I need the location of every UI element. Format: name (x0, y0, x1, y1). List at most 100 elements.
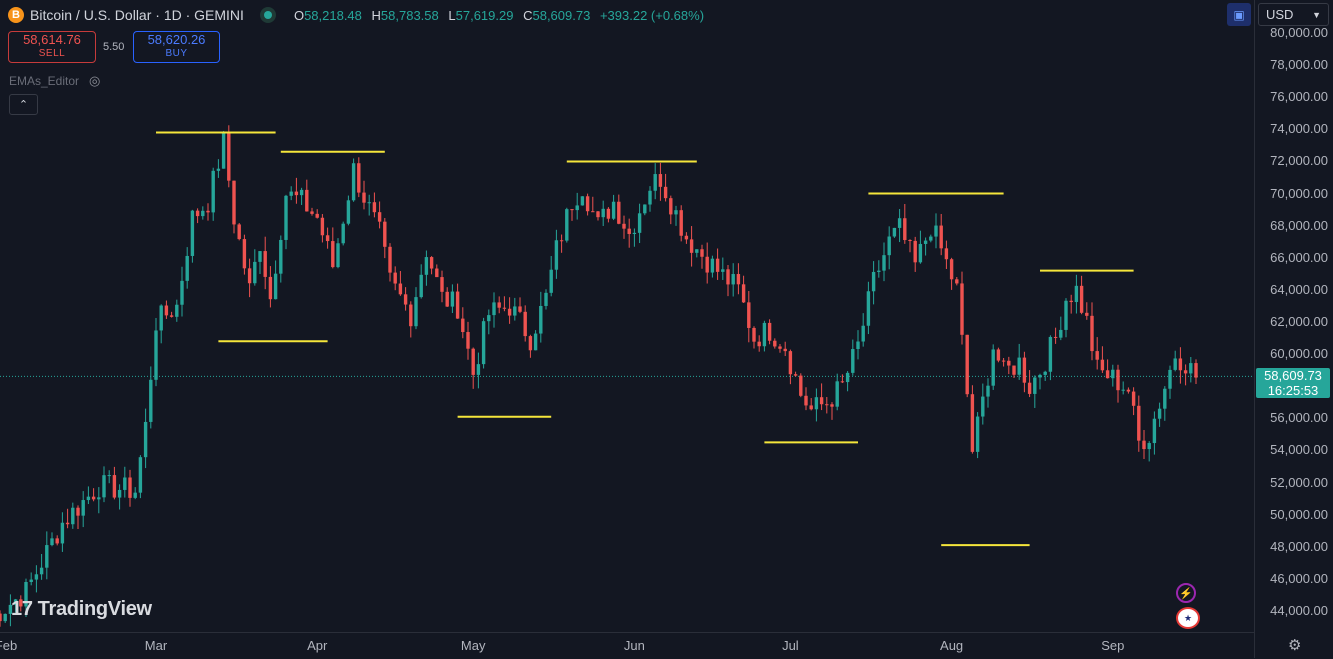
candle-body (190, 210, 195, 256)
time-axis-label: Sep (1101, 638, 1125, 653)
candle-body (1163, 388, 1167, 409)
candle-body (55, 538, 59, 544)
chevron-up-icon: ⌃ (18, 99, 29, 111)
candle-body (429, 257, 434, 269)
sell-button[interactable]: 58,614.76 SELL (8, 31, 96, 63)
candle-body (1027, 382, 1032, 394)
candle-body (908, 240, 912, 242)
current-price-tag: 58,609.73 16:25:53 (1256, 368, 1330, 399)
candle-body (845, 372, 850, 383)
currency-value: USD (1266, 7, 1294, 22)
candle-body (866, 291, 871, 326)
us-flag-icon[interactable]: ★ (1176, 607, 1200, 629)
candle-body (778, 346, 782, 349)
price-axis-label: 66,000.00 (1270, 249, 1328, 265)
candle-body (367, 202, 371, 204)
candle-body (663, 186, 668, 199)
candle-body (175, 304, 179, 317)
price-axis[interactable] (1254, 0, 1333, 658)
candle-body (570, 209, 574, 211)
candle-body (284, 195, 288, 240)
candle-body (1095, 351, 1099, 360)
candle-body (341, 223, 345, 244)
candle-body (996, 349, 1001, 361)
candle-body (1116, 369, 1120, 391)
candle-body (1126, 389, 1131, 392)
candle-body (934, 225, 938, 237)
candle-body (684, 235, 689, 240)
candle-body (591, 211, 595, 213)
candle-body (164, 305, 169, 316)
candle-body (689, 239, 694, 253)
candlestick-chart[interactable] (0, 0, 1254, 632)
tradingview-logo[interactable]: 17 TradingView (11, 598, 152, 621)
open-value: 58,218.48 (304, 7, 362, 23)
eye-hidden-icon[interactable]: ◎ (89, 73, 101, 88)
candle-body (643, 204, 647, 214)
candle-body (1079, 285, 1084, 313)
candle-body (1064, 300, 1068, 330)
candle-body (466, 332, 470, 349)
candle-body (1012, 365, 1016, 375)
gear-icon[interactable]: ⚙ (1288, 637, 1302, 654)
sell-price: 58,614.76 (23, 32, 81, 47)
time-axis-label: May (460, 638, 486, 653)
candle-body (1111, 369, 1115, 379)
candle-body (1033, 377, 1037, 394)
candle-body (180, 280, 184, 305)
collapse-legend-button[interactable]: ⌃ (9, 94, 38, 115)
candle-body (419, 274, 423, 298)
candle-body (315, 213, 319, 218)
candle-body (658, 174, 663, 187)
candle-body (1173, 358, 1177, 370)
symbol-title[interactable]: Bitcoin / U.S. Dollar · 1D · GEMINI (30, 7, 244, 23)
indicator-legend[interactable]: EMAs_Editor ◎ (9, 73, 100, 89)
buy-button[interactable]: 58,620.26 BUY (133, 31, 220, 63)
high-label: H (371, 7, 381, 23)
candle-body (871, 271, 876, 292)
logo-text: TradingView (37, 598, 152, 620)
candle-body (112, 475, 117, 498)
candle-body (1121, 389, 1125, 391)
candle-body (580, 196, 585, 206)
time-axis-label: Jul (782, 638, 799, 653)
price-axis-label: 48,000.00 (1270, 538, 1328, 554)
price-axis-label: 44,000.00 (1270, 603, 1328, 618)
candle-body (799, 375, 803, 396)
candle-body (3, 613, 7, 622)
candle-body (1038, 374, 1042, 378)
bolt-icon[interactable]: ⚡ (1176, 583, 1196, 603)
candle-body (19, 599, 23, 607)
candle-body (325, 235, 330, 242)
candle-body (762, 322, 767, 347)
candle-body (398, 283, 403, 295)
ohlc-values: O58,218.48 H58,783.58 L57,619.29 C58,609… (294, 8, 710, 23)
market-status-icon[interactable] (259, 7, 276, 23)
candle-body (653, 174, 657, 191)
candle-body (726, 269, 730, 285)
tradingview-mark-icon: 17 (11, 598, 33, 620)
candle-body (331, 241, 335, 268)
candle-body (960, 283, 964, 335)
current-price-value: 58,609.73 (1264, 368, 1322, 384)
candle-body (1189, 363, 1193, 374)
candle-body (949, 259, 954, 280)
layout-icon[interactable]: ▣ (1227, 3, 1251, 26)
candle-body (86, 496, 91, 501)
candle-body (939, 225, 943, 249)
candle-body (747, 302, 751, 328)
currency-select[interactable]: USD ▼ (1258, 3, 1329, 26)
time-axis[interactable] (0, 632, 1254, 659)
candle-body (736, 274, 741, 285)
candle-body (0, 613, 2, 622)
high-value: 58,783.58 (380, 7, 439, 23)
candle-body (455, 291, 460, 319)
candle-body (133, 492, 137, 498)
candle-body (565, 209, 569, 241)
candle-body (1157, 408, 1162, 419)
candle-body (305, 189, 309, 212)
candle-body (268, 276, 273, 300)
candle-body (788, 351, 793, 375)
candle-body (149, 379, 153, 422)
candle-body (835, 381, 839, 407)
